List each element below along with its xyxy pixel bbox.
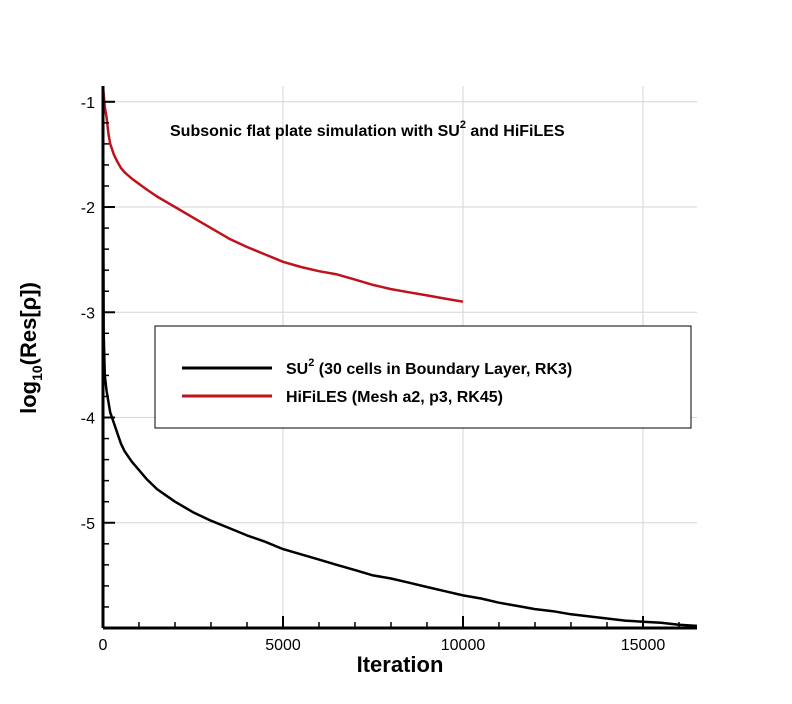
- ticks: 0 5000 10000 15000 -1 -2 -3 -4 -5: [81, 95, 680, 654]
- x-tick-label: 10000: [441, 637, 486, 654]
- series-line-su2: [101, 96, 698, 628]
- series-group: [101, 85, 698, 628]
- x-tick-label: 5000: [265, 637, 301, 654]
- y-tick-label: -5: [81, 516, 95, 533]
- x-axis-label: Iteration: [357, 652, 444, 677]
- axes: [101, 86, 697, 630]
- y-tick-label: -3: [81, 305, 95, 322]
- x-tick-label: 15000: [621, 637, 666, 654]
- legend-label-su2: SU2 (30 cells in Boundary Layer, RK3): [286, 357, 572, 378]
- y-axis-label: log10(Res[ρ]): [16, 282, 45, 414]
- y-tick-label: -4: [81, 411, 95, 428]
- legend: SU2 (30 cells in Boundary Layer, RK3) Hi…: [154, 325, 692, 429]
- chart-annotation: Subsonic flat plate simulation with SU2 …: [170, 119, 565, 140]
- series-line-hifiles: [101, 85, 464, 303]
- legend-label-hifiles: HiFiLES (Mesh a2, p3, RK45): [286, 389, 503, 406]
- legend-box: [154, 325, 692, 429]
- x-tick-label: 0: [99, 637, 108, 654]
- y-tick-label: -2: [81, 200, 95, 217]
- y-tick-label: -1: [81, 95, 95, 112]
